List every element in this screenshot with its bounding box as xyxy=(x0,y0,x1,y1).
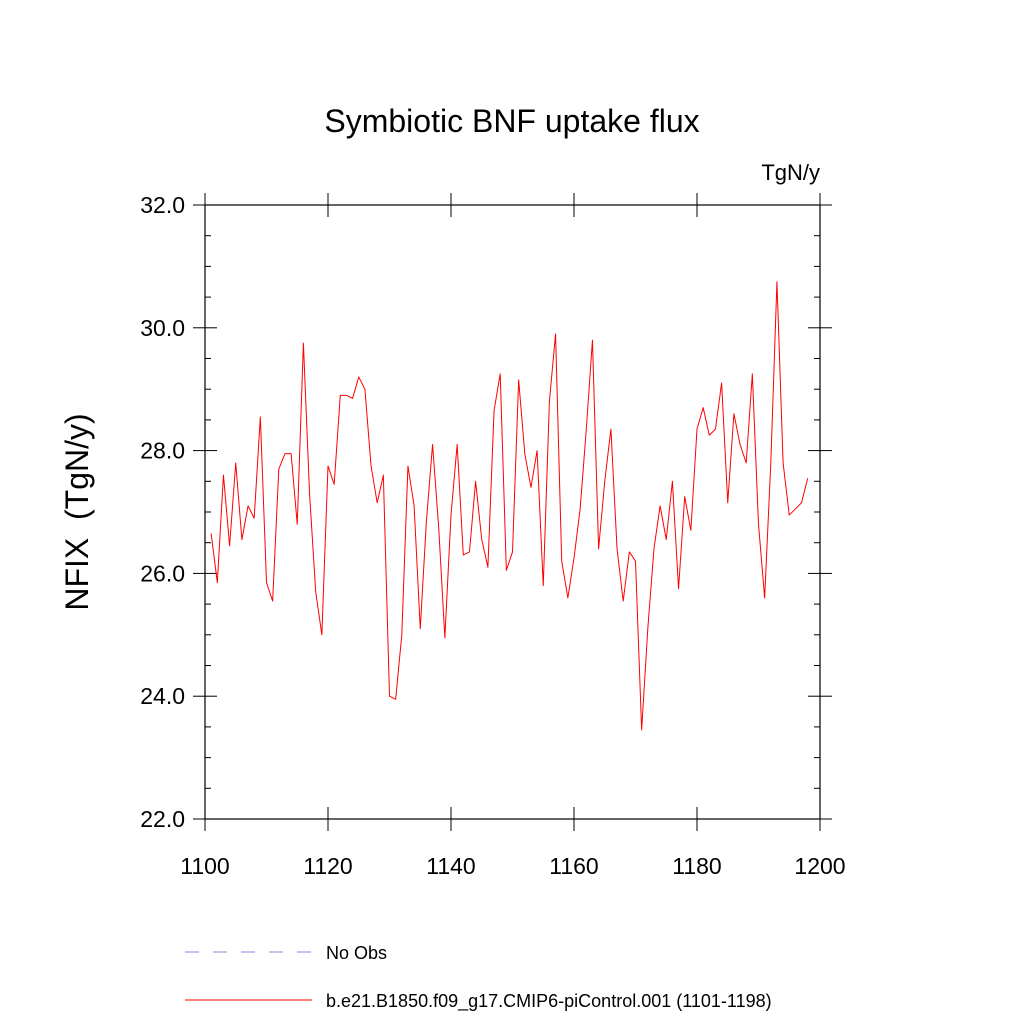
y-tick-label: 26.0 xyxy=(140,560,185,586)
y-tick-label: 22.0 xyxy=(140,806,185,832)
chart-title: Symbiotic BNF uptake flux xyxy=(324,103,699,139)
x-tick-label: 1160 xyxy=(549,853,598,879)
x-tick-label: 1100 xyxy=(180,853,229,879)
x-tick-label: 1180 xyxy=(672,853,721,879)
x-tick-label: 1200 xyxy=(794,853,845,879)
y-tick-label: 24.0 xyxy=(140,683,185,709)
y-tick-label: 32.0 xyxy=(140,192,185,218)
x-tick-label: 1140 xyxy=(426,853,475,879)
units-label: TgN/y xyxy=(761,160,820,185)
y-axis-label: NFIX (TgN/y) xyxy=(59,413,95,610)
y-tick-label: 28.0 xyxy=(140,438,185,464)
data-series xyxy=(210,281,809,731)
legend-entry-label: No Obs xyxy=(326,943,387,963)
legend: No Obs b.e21.B1850.f09_g17.CMIP6-piContro… xyxy=(185,943,772,1012)
axis-ticks: 1100 1120 1140 1160 1180 1200 22.0 24.0 26.0 28.0… xyxy=(140,192,845,879)
legend-entry-label: b.e21.B1850.f09_g17.CMIP6-piControl.001 … xyxy=(326,991,772,1012)
x-tick-label: 1120 xyxy=(303,853,352,879)
y-tick-label: 30.0 xyxy=(140,315,185,341)
series-line xyxy=(210,281,809,731)
